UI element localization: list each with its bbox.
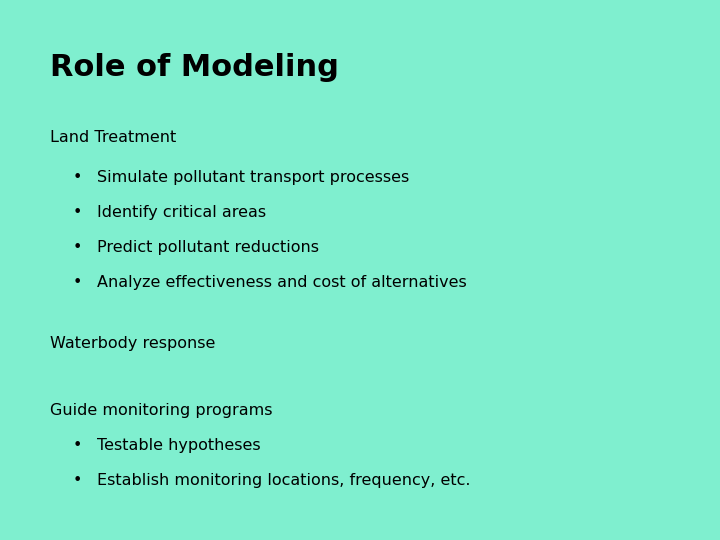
- Text: Land Treatment: Land Treatment: [50, 130, 176, 145]
- Text: Guide monitoring programs: Guide monitoring programs: [50, 403, 273, 418]
- Text: •: •: [72, 438, 82, 453]
- Text: Simulate pollutant transport processes: Simulate pollutant transport processes: [97, 170, 410, 185]
- Text: Testable hypotheses: Testable hypotheses: [97, 438, 261, 453]
- Text: •: •: [72, 205, 82, 220]
- Text: Analyze effectiveness and cost of alternatives: Analyze effectiveness and cost of altern…: [97, 275, 467, 290]
- Text: Establish monitoring locations, frequency, etc.: Establish monitoring locations, frequenc…: [97, 473, 471, 488]
- Text: Identify critical areas: Identify critical areas: [97, 205, 266, 220]
- Text: Role of Modeling: Role of Modeling: [50, 53, 339, 82]
- Text: •: •: [72, 473, 82, 488]
- Text: •: •: [72, 275, 82, 290]
- Text: •: •: [72, 240, 82, 255]
- Text: Waterbody response: Waterbody response: [50, 336, 216, 352]
- Text: Predict pollutant reductions: Predict pollutant reductions: [97, 240, 319, 255]
- Text: •: •: [72, 170, 82, 185]
